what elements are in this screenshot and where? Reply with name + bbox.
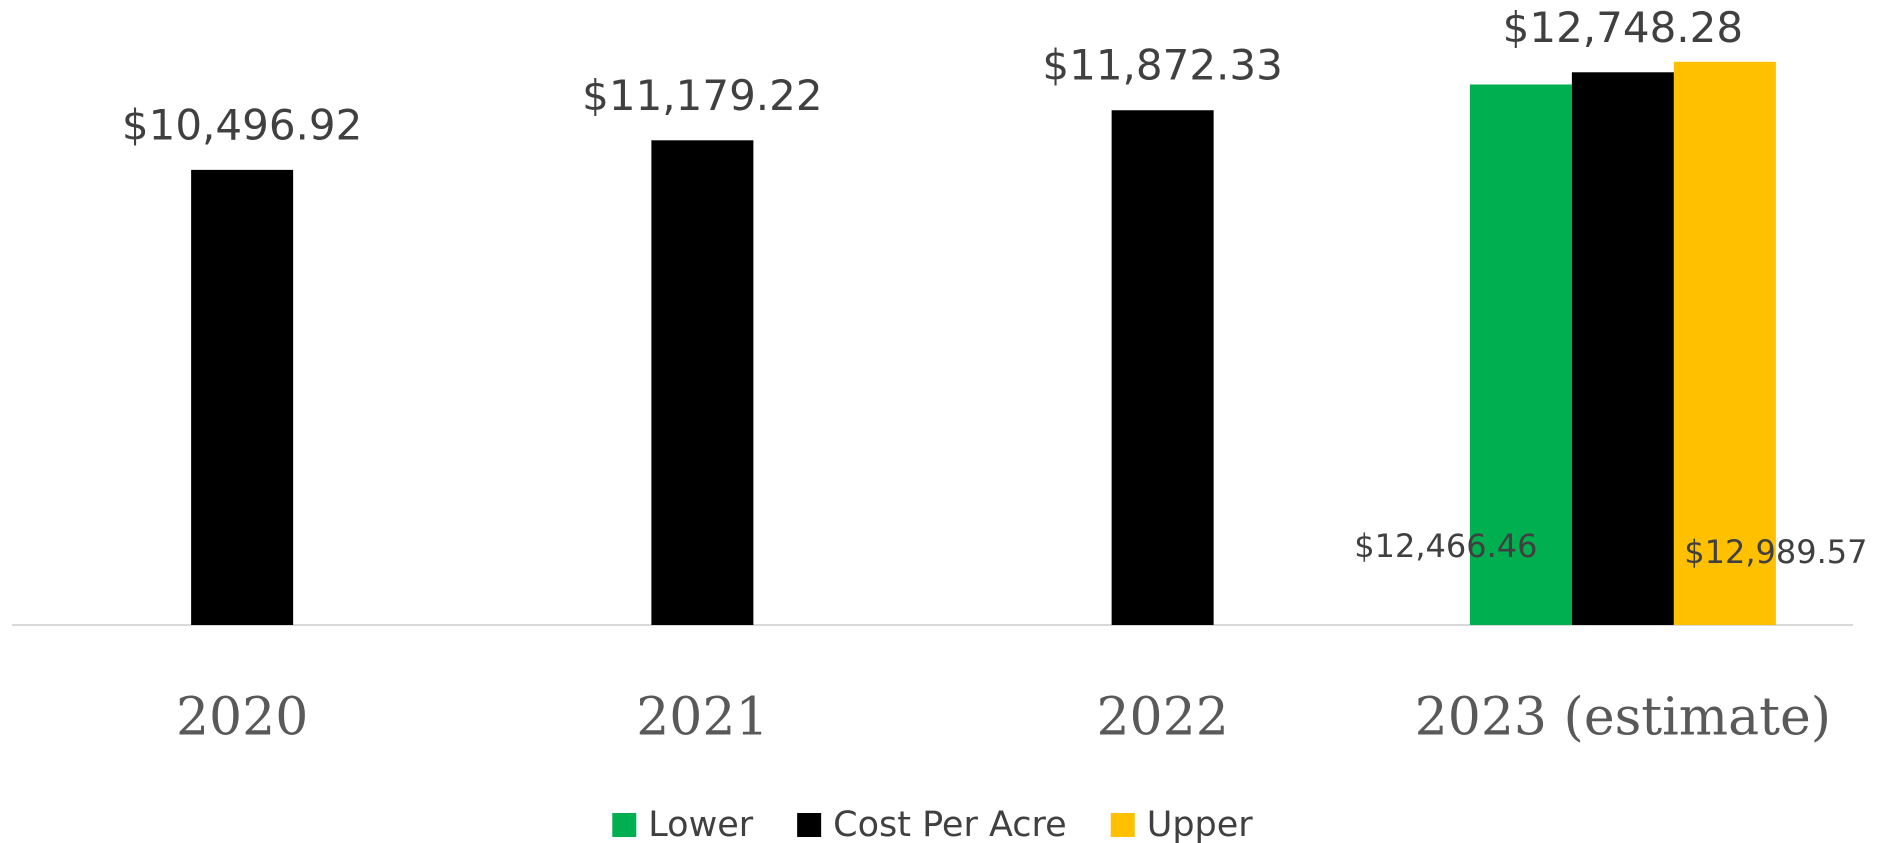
- legend-swatch: [612, 813, 637, 837]
- data-label: $10,496.92: [122, 100, 362, 149]
- bar: [1571, 72, 1674, 626]
- bar: [651, 140, 754, 625]
- data-label: $11,872.33: [1042, 41, 1282, 90]
- legend-label: Lower: [648, 805, 753, 843]
- x-tick-label: 2022: [1096, 688, 1228, 748]
- x-tick-label: 2020: [176, 688, 308, 748]
- bar: [1469, 84, 1572, 625]
- legend-label: Cost Per Acre: [833, 805, 1067, 843]
- data-label: $12,989.57: [1684, 533, 1867, 571]
- data-label: $12,466.46: [1354, 527, 1537, 565]
- legend-label: Upper: [1147, 805, 1254, 843]
- legend-swatch: [797, 813, 822, 837]
- x-tick-label: 2021: [636, 688, 768, 748]
- legend-swatch: [1110, 813, 1135, 837]
- bar: [1673, 61, 1776, 626]
- bar: [191, 169, 294, 625]
- data-label: $11,179.22: [582, 71, 822, 120]
- bar: [1111, 110, 1214, 625]
- data-label: $12,748.28: [1503, 3, 1743, 52]
- x-tick-label: 2023 (estimate): [1415, 688, 1831, 748]
